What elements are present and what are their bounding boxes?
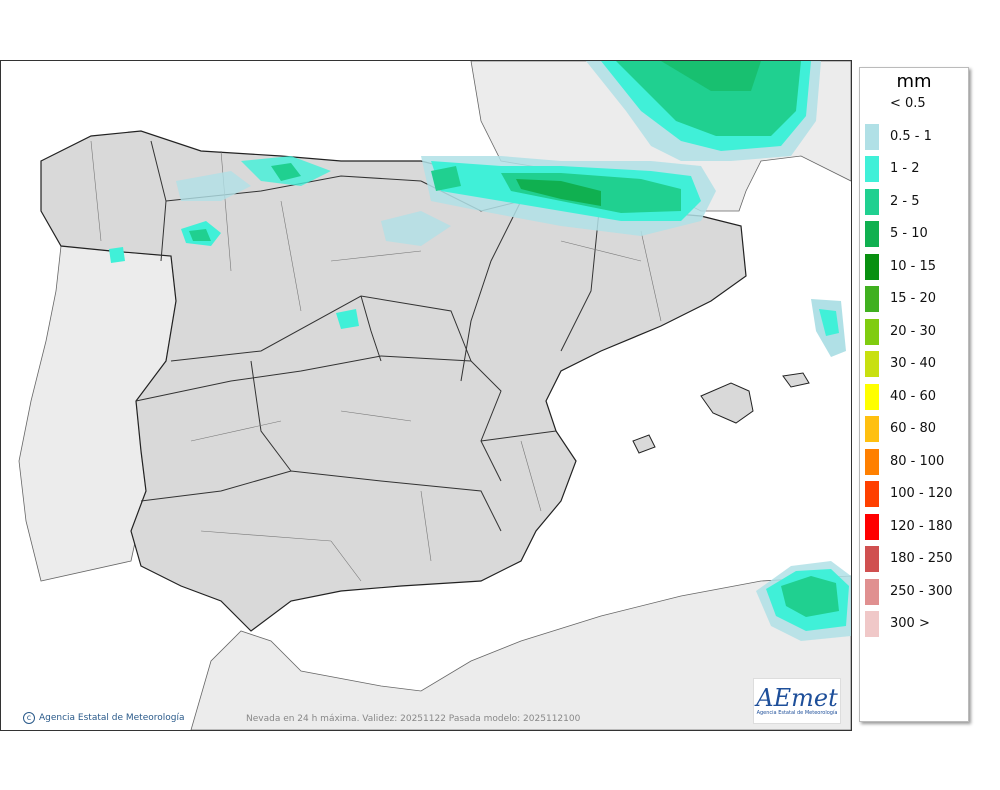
legend-swatch	[865, 253, 879, 280]
menorca	[782, 372, 810, 388]
legend-swatch	[865, 611, 879, 637]
legend-label: 5 - 10	[890, 226, 928, 241]
legend-label: 100 - 120	[890, 486, 953, 501]
credit-line: c Agencia Estatal de Meteorología	[23, 712, 185, 724]
legend-swatch	[865, 156, 879, 182]
credit-text: Agencia Estatal de Meteorología	[39, 713, 185, 723]
legend-label: 120 - 180	[890, 518, 953, 534]
legend-swatch	[865, 286, 879, 312]
legend-swatch	[865, 546, 879, 572]
ibiza	[632, 434, 656, 454]
legend-swatch	[865, 481, 879, 507]
legend-label: 20 - 30	[890, 323, 937, 339]
legend-swatch	[865, 448, 879, 475]
logo-wordmark: AEmet	[756, 684, 838, 712]
legend-label: 250 - 300	[890, 583, 953, 599]
legend-label: 180 - 250	[890, 551, 953, 566]
map-caption: Nevada en 24 h máxima. Validez: 20251122…	[246, 714, 581, 724]
legend-panel: mm < 0.5 0.5 - 1 1 - 2 2 - 5 5 - 10 10 - 15 15…	[859, 67, 969, 722]
mallorca	[700, 382, 754, 424]
legend-label: 10 - 15	[890, 258, 937, 274]
legend-label: 80 - 100	[890, 453, 945, 469]
legend-swatch	[865, 123, 879, 150]
legend-swatch	[865, 351, 879, 377]
legend-unit: mm	[896, 71, 932, 92]
copyright-icon: c	[23, 712, 35, 724]
legend-swatch	[865, 318, 879, 345]
map-canvas	[18, 61, 851, 730]
legend-swatch	[865, 416, 879, 442]
aemet-logo: AEmet Agencia Estatal de Meteorología	[753, 678, 841, 724]
legend-label: 30 - 40	[890, 356, 937, 371]
legend-swatch	[865, 578, 879, 605]
legend-label: 1 - 2	[890, 161, 920, 176]
logo-subtitle: Agencia Estatal de Meteorología	[756, 710, 838, 716]
snowfall-areas	[109, 61, 851, 641]
legend-label: 15 - 20	[890, 291, 937, 306]
legend-label: 300 >	[890, 616, 930, 631]
legend-label: 40 - 60	[890, 388, 937, 404]
legend-label: 2 - 5	[890, 193, 920, 209]
map-panel: c Agencia Estatal de Meteorología Nevada…	[0, 60, 852, 731]
legend-swatch	[865, 513, 879, 540]
legend-label: < 0.5	[890, 96, 926, 111]
legend-swatch	[865, 383, 879, 410]
legend-label: 60 - 80	[890, 421, 937, 436]
legend-label: 0.5 - 1	[890, 128, 932, 144]
legend-swatch	[865, 221, 879, 247]
province-borders	[90, 140, 662, 582]
legend-swatch	[865, 188, 879, 215]
